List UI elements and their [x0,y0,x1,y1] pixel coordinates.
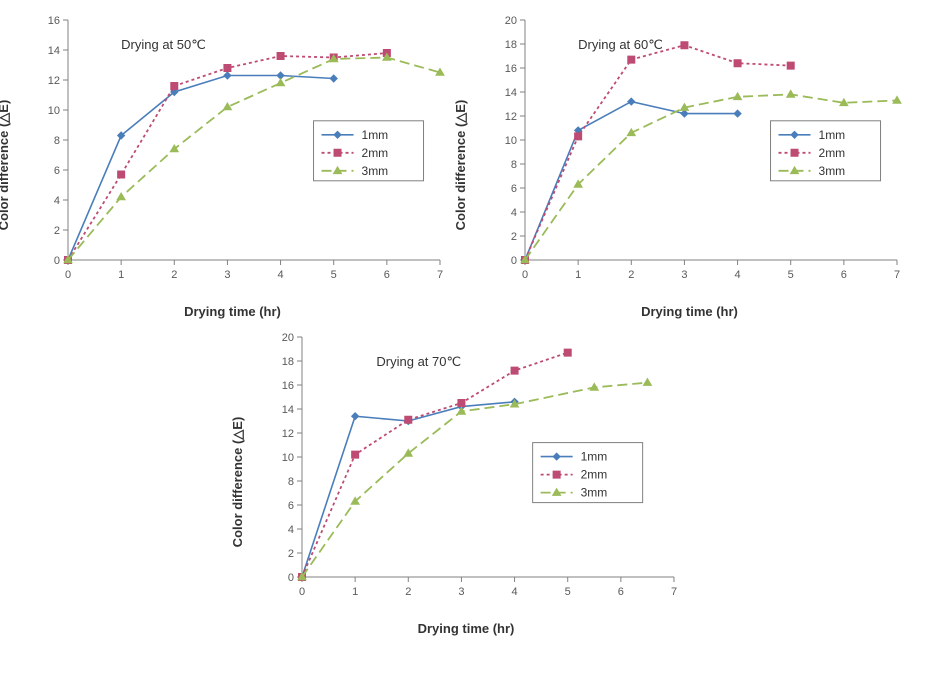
x-tick-label: 1 [118,269,124,281]
series-marker-2mm [277,53,284,60]
x-tick-label: 5 [331,269,337,281]
y-tick-label: 10 [505,135,517,147]
x-tick-label: 3 [681,269,687,281]
x-tick-label: 0 [65,269,71,281]
x-tick-label: 4 [278,269,284,281]
x-tick-label: 5 [788,269,794,281]
y-tick-label: 8 [54,135,60,147]
y-tick-label: 4 [287,524,293,536]
x-tick-label: 3 [224,269,230,281]
y-tick-label: 6 [287,500,293,512]
x-tick-label: 1 [352,586,358,598]
series-marker-2mm [575,133,582,140]
y-tick-label: 20 [281,332,293,344]
chart-annotation: Drying at 70℃ [376,354,461,369]
series-marker-2mm [734,60,741,67]
x-tick-label: 3 [458,586,464,598]
x-tick-label: 6 [384,269,390,281]
x-axis-label: Drying time (hr) [467,304,912,319]
legend-label-2mm: 2mm [819,146,846,160]
series-marker-2mm [628,56,635,63]
y-tick-label: 8 [287,476,293,488]
y-tick-label: 8 [511,159,517,171]
y-tick-label: 4 [511,207,517,219]
series-marker-2mm [511,367,518,374]
chart-plot: 0246810121416182001234567Drying at 70℃1m… [244,327,689,617]
series-marker-2mm [681,42,688,49]
legend-label-2mm: 2mm [580,468,607,482]
legend-marker-2mm [553,471,560,478]
y-tick-label: 16 [48,15,60,27]
series-marker-2mm [564,349,571,356]
y-tick-label: 14 [505,87,517,99]
legend-label-1mm: 1mm [362,128,389,142]
legend-marker-2mm [791,149,798,156]
y-tick-label: 6 [511,183,517,195]
x-axis-label: Drying time (hr) [10,304,455,319]
y-tick-label: 12 [505,111,517,123]
series-marker-2mm [457,400,464,407]
y-tick-label: 12 [48,75,60,87]
y-tick-label: 20 [505,15,517,27]
series-marker-2mm [171,83,178,90]
series-marker-2mm [351,451,358,458]
chart-annotation: Drying at 50℃ [121,37,206,52]
x-tick-label: 7 [670,586,676,598]
charts-figure: Color difference (△E) 024681012141601234… [10,10,922,636]
chart-annotation: Drying at 60℃ [578,37,663,52]
series-marker-2mm [224,65,231,72]
x-tick-label: 6 [841,269,847,281]
y-tick-label: 2 [511,231,517,243]
legend-label-1mm: 1mm [819,128,846,142]
chart-plot: 0246810121416182001234567Drying at 60℃1m… [467,10,912,300]
x-tick-label: 1 [575,269,581,281]
y-axis-label: Color difference (△E) [453,99,469,230]
legend-label-2mm: 2mm [362,146,389,160]
chart-plot: 024681012141601234567Drying at 50℃1mm2mm… [10,10,455,300]
chart-chart70: Color difference (△E) 024681012141618200… [244,327,689,636]
x-tick-label: 7 [437,269,443,281]
y-tick-label: 2 [54,225,60,237]
y-tick-label: 16 [505,63,517,75]
y-tick-label: 0 [511,255,517,267]
chart-row: Color difference (△E) 024681012141601234… [10,10,922,319]
y-tick-label: 12 [281,428,293,440]
series-marker-2mm [404,416,411,423]
x-tick-label: 6 [617,586,623,598]
y-tick-label: 16 [281,380,293,392]
y-tick-label: 0 [54,255,60,267]
chart-chart50: Color difference (△E) 024681012141601234… [10,10,455,319]
legend-label-3mm: 3mm [362,164,389,178]
x-tick-label: 2 [405,586,411,598]
legend-label-3mm: 3mm [580,486,607,500]
x-tick-label: 2 [171,269,177,281]
y-tick-label: 4 [54,195,60,207]
x-tick-label: 5 [564,586,570,598]
legend-label-3mm: 3mm [819,164,846,178]
x-tick-label: 0 [522,269,528,281]
y-tick-label: 14 [48,45,60,57]
x-tick-label: 4 [511,586,517,598]
chart-row: Color difference (△E) 024681012141618200… [10,327,922,636]
y-tick-label: 18 [281,356,293,368]
y-axis-label: Color difference (△E) [0,99,12,230]
x-tick-label: 0 [298,586,304,598]
x-tick-label: 4 [735,269,741,281]
x-tick-label: 7 [894,269,900,281]
x-tick-label: 2 [628,269,634,281]
y-tick-label: 6 [54,165,60,177]
y-tick-label: 10 [281,452,293,464]
chart-chart60: Color difference (△E) 024681012141618200… [467,10,912,319]
y-tick-label: 0 [287,572,293,584]
series-marker-2mm [787,62,794,69]
legend-label-1mm: 1mm [580,450,607,464]
y-tick-label: 18 [505,39,517,51]
y-tick-label: 14 [281,404,293,416]
y-axis-label: Color difference (△E) [230,416,246,547]
y-tick-label: 10 [48,105,60,117]
series-marker-2mm [118,171,125,178]
y-tick-label: 2 [287,548,293,560]
x-axis-label: Drying time (hr) [244,621,689,636]
legend-marker-2mm [334,149,341,156]
